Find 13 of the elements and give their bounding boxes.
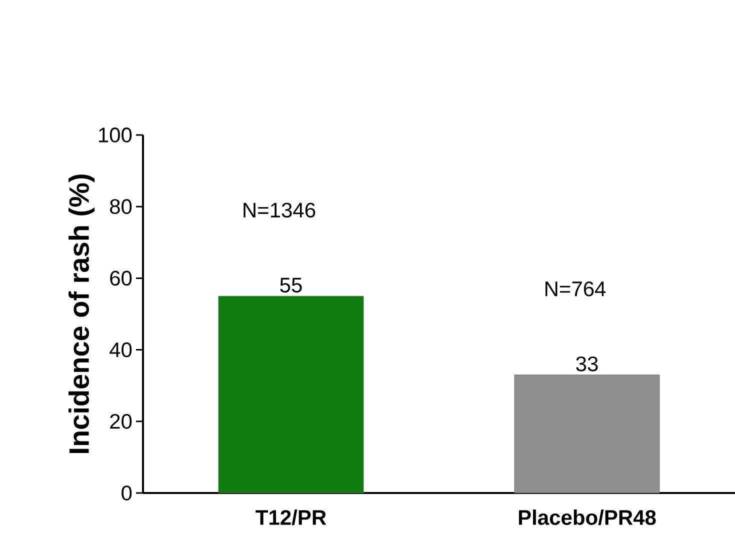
y-tick-label: 0 [122, 486, 132, 500]
y-axis-title: Incidence of rash (%) [68, 174, 95, 453]
annotation: N=1346 [244, 202, 316, 218]
y-tick-label: 20 [110, 414, 132, 429]
y-tick-label: 80 [110, 199, 132, 214]
y-tick-label: 100 [99, 128, 132, 142]
data-label: 33 [576, 356, 598, 372]
x-tick-label: T12/PR [256, 510, 326, 526]
annotation: N=764 [545, 281, 606, 296]
y-tick-label: 60 [110, 270, 132, 286]
data-label: 55 [280, 278, 302, 293]
y-tick-label: 40 [110, 342, 132, 358]
x-tick-label: Placebo/PR48 [518, 510, 656, 526]
